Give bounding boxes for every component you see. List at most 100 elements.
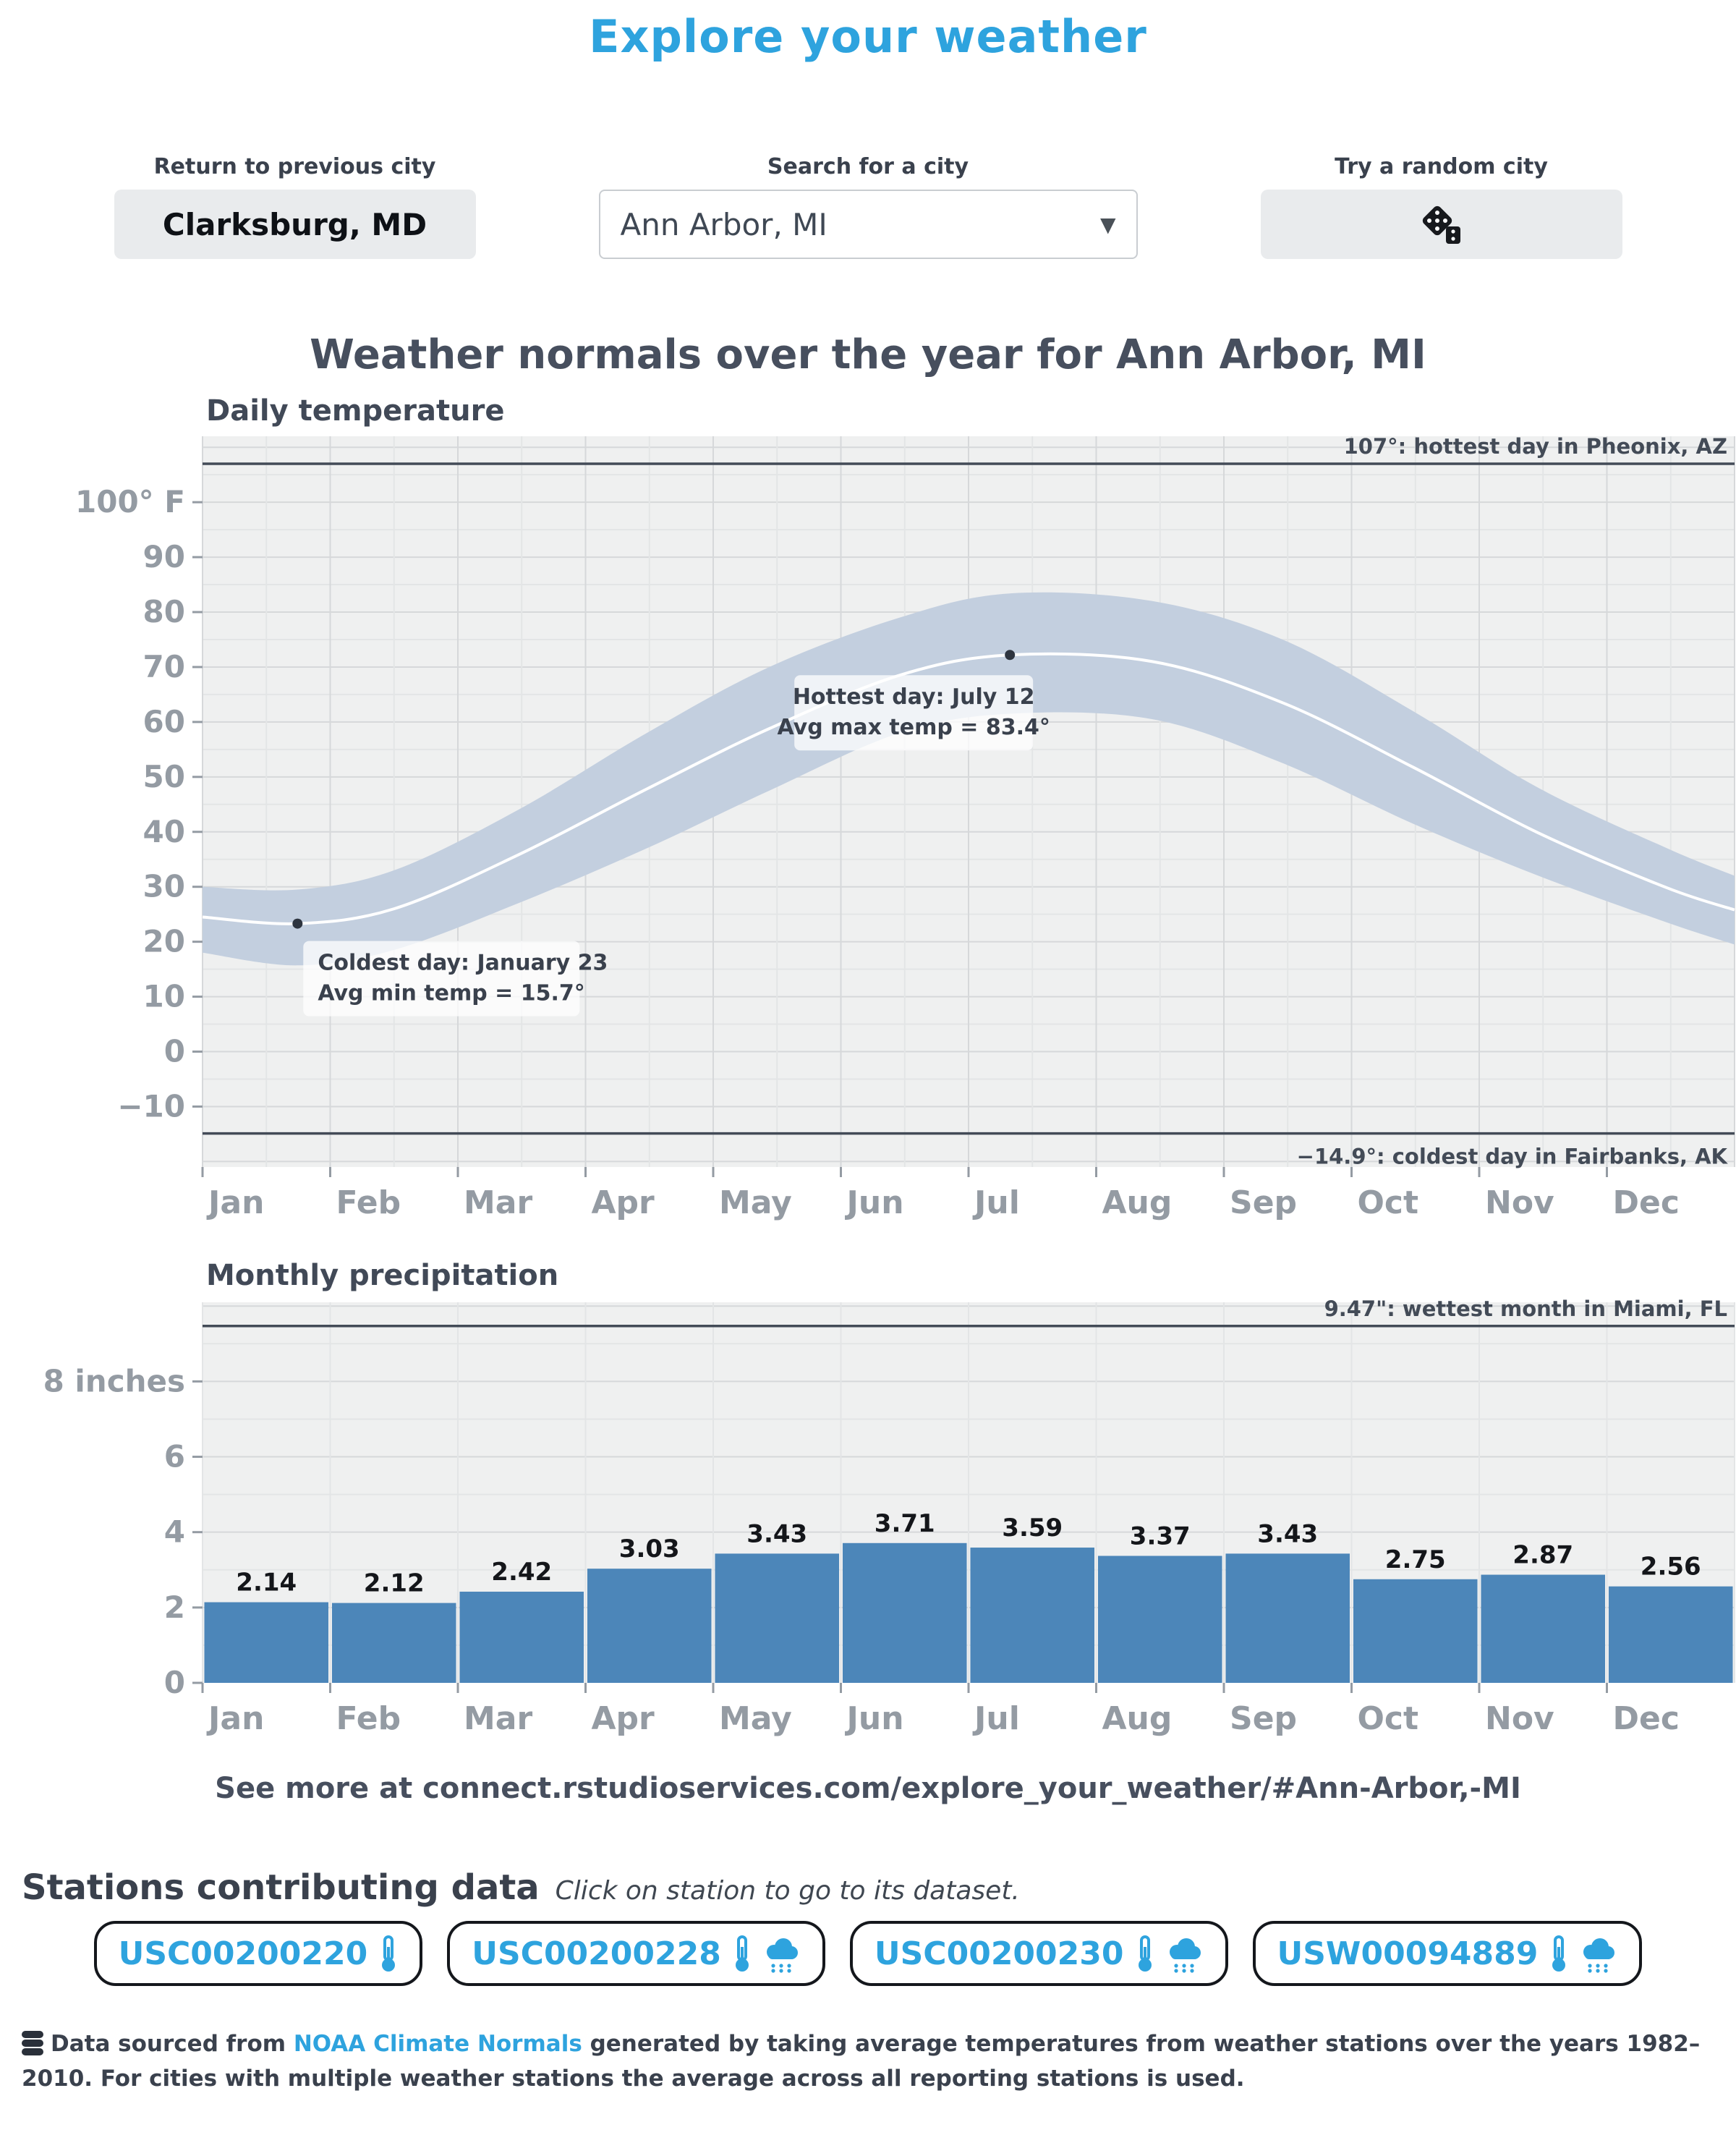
month-tick-label: Mar: [464, 1700, 532, 1737]
hottest-day-annotation-text: Hottest day: July 12: [793, 684, 1035, 710]
bar-value-label: 3.59: [1002, 1514, 1063, 1542]
bar-value-label: 3.43: [746, 1519, 807, 1548]
dice-icon: [1422, 205, 1460, 244]
temperature-range-ribbon: [203, 592, 1735, 966]
precip-bar-Aug: [1098, 1556, 1222, 1683]
search-city-label: Search for a city: [767, 154, 969, 179]
coldest-day-marker: [292, 918, 303, 929]
daily-temperature-chart: 107°: hottest day in Pheonix, AZ −14.9°: …: [75, 434, 1735, 1221]
city-select-value: Ann Arbor, MI: [620, 206, 827, 242]
mean-temperature-line: [202, 652, 1735, 925]
station-button-USC00200220[interactable]: USC00200220: [93, 1921, 423, 1986]
bar-value-label: 2.42: [491, 1558, 552, 1587]
hottest-day-annotation-text: Avg max temp = 83.4°: [777, 715, 1050, 740]
month-tick-label: Dec: [1613, 1700, 1680, 1737]
bar-value-label: 3.71: [875, 1509, 935, 1538]
station-button-USC00200228[interactable]: USC00200228: [447, 1921, 825, 1986]
data-source-footer: Data sourced from NOAA Climate Normals g…: [22, 2027, 1714, 2096]
y-tick-label: 80: [143, 594, 185, 629]
coldest-day-annotation-text: Coldest day: January 23: [318, 951, 608, 976]
hottest-day-annotation-box: [794, 675, 1034, 751]
temp-axes: −10 0 10 20 30 40 50 60 70 80 90 100° F Jan Feb Mar Apr…: [75, 484, 1680, 1221]
rain-cloud-icon: [1580, 1935, 1617, 1973]
page-title: Explore your weather: [589, 10, 1147, 63]
previous-city-control: Return to previous city Clarksburg, MD: [114, 154, 476, 259]
month-tick-label: Feb: [336, 1700, 401, 1737]
month-tick-label: Dec: [1613, 1184, 1680, 1221]
thermometer-icon: [1549, 1934, 1568, 1973]
wettest-reference-label: 9.47": wettest month in Miami, FL: [1324, 1297, 1727, 1321]
precip-bar-Oct: [1353, 1579, 1478, 1683]
month-tick-label: Jul: [972, 1700, 1020, 1737]
coldest-day-annotation-text: Avg min temp = 15.7°: [318, 981, 584, 1006]
y-tick-label: 60: [143, 704, 185, 739]
precip-bars: 2.14 2.12 2.42 3.03 3.43 3.71 3.59 3.37 3.43 2.75…: [204, 1509, 1733, 1683]
bar-value-label: 2.14: [236, 1569, 297, 1597]
month-tick-label: Nov: [1485, 1700, 1554, 1737]
random-city-button[interactable]: [1260, 190, 1622, 259]
station-id: USC00200220: [118, 1935, 368, 1972]
random-city-control: Try a random city: [1260, 154, 1622, 259]
footer-text-prefix: Data sourced from: [51, 2031, 286, 2057]
y-tick-label: 100° F: [75, 484, 185, 519]
month-tick-label: Apr: [592, 1700, 655, 1737]
bar-value-label: 2.75: [1385, 1545, 1446, 1574]
month-tick-label: Jun: [845, 1184, 904, 1221]
database-icon: [22, 2030, 43, 2055]
footer-text-suffix: generated by taking average temperatures…: [22, 2031, 1701, 2092]
precip-bar-Jun: [843, 1542, 967, 1683]
month-tick-label: Sep: [1230, 1700, 1297, 1737]
station-id: USC00200230: [874, 1935, 1124, 1972]
random-city-label: Try a random city: [1335, 154, 1548, 179]
precip-bar-Jul: [970, 1548, 1094, 1683]
bar-value-label: 2.12: [364, 1569, 425, 1598]
see-more-caption: See more at connect.rstudioservices.com/…: [215, 1772, 1521, 1805]
reference-line-label: −14.9°: coldest day in Fairbanks, AK: [1297, 1145, 1729, 1169]
monthly-precipitation-chart: 2.14 2.12 2.42 3.03 3.43 3.71 3.59 3.37 3.43 2.75…: [43, 1297, 1735, 1737]
month-tick-label: Oct: [1358, 1700, 1419, 1737]
bar-value-label: 3.37: [1130, 1522, 1191, 1550]
stations-heading: Stations contributing data: [22, 1867, 540, 1908]
y-tick-label: 40: [143, 814, 185, 849]
stations-heading-row: Stations contributing data Click on stat…: [22, 1867, 1736, 1908]
y-tick-label: 30: [143, 869, 185, 904]
y-tick-label: 0: [164, 1665, 185, 1700]
month-tick-label: May: [719, 1700, 792, 1737]
month-tick-label: Nov: [1485, 1184, 1554, 1221]
station-id: USC00200228: [472, 1935, 721, 1972]
bar-value-label: 2.56: [1641, 1553, 1701, 1582]
precip-bar-Nov: [1481, 1574, 1605, 1683]
month-tick-label: Jul: [972, 1184, 1020, 1221]
rain-cloud-icon: [1166, 1935, 1204, 1973]
precip-bar-Mar: [459, 1591, 584, 1683]
precip-bar-Apr: [587, 1569, 712, 1683]
month-tick-label: Jun: [845, 1700, 904, 1737]
controls-row: Return to previous city Clarksburg, MD S…: [0, 154, 1736, 259]
previous-city-button[interactable]: Clarksburg, MD: [114, 190, 476, 259]
month-tick-label: Jan: [206, 1184, 264, 1221]
month-tick-label: Aug: [1102, 1184, 1173, 1221]
precip-bar-Feb: [332, 1603, 456, 1683]
precip-bar-Jan: [204, 1602, 328, 1683]
stations-note: Click on station to go to its dataset.: [555, 1876, 1020, 1906]
precip-axes: 0 2 4 6 8 inches Jan Feb Mar Apr May Jun Jul Aug Sep O…: [43, 1363, 1680, 1737]
chart-main-title: Weather normals over the year for Ann Ar…: [310, 331, 1426, 378]
station-button-USC00200230[interactable]: USC00200230: [849, 1921, 1228, 1986]
precip-bar-Sep: [1225, 1553, 1350, 1683]
y-tick-label: 4: [164, 1514, 185, 1550]
precip-gridlines: [202, 1302, 1735, 1683]
noaa-link[interactable]: NOAA Climate Normals: [293, 2031, 582, 2057]
city-select[interactable]: Ann Arbor, MI ▼: [598, 190, 1138, 259]
precipitation-chart-title: Monthly precipitation: [206, 1259, 559, 1292]
y-tick-label: 20: [143, 924, 185, 959]
search-city-control: Search for a city Ann Arbor, MI ▼: [598, 154, 1138, 259]
temperature-chart-title: Daily temperature: [206, 394, 505, 428]
y-tick-label: 90: [143, 539, 185, 574]
station-button-USW00094889[interactable]: USW00094889: [1252, 1921, 1643, 1986]
y-tick-label: 2: [164, 1590, 185, 1625]
y-tick-label: 50: [143, 759, 185, 794]
bar-value-label: 3.03: [619, 1535, 680, 1563]
chevron-down-icon: ▼: [1099, 212, 1116, 237]
precip-bar-Dec: [1609, 1586, 1733, 1683]
y-tick-label: 70: [143, 649, 185, 684]
